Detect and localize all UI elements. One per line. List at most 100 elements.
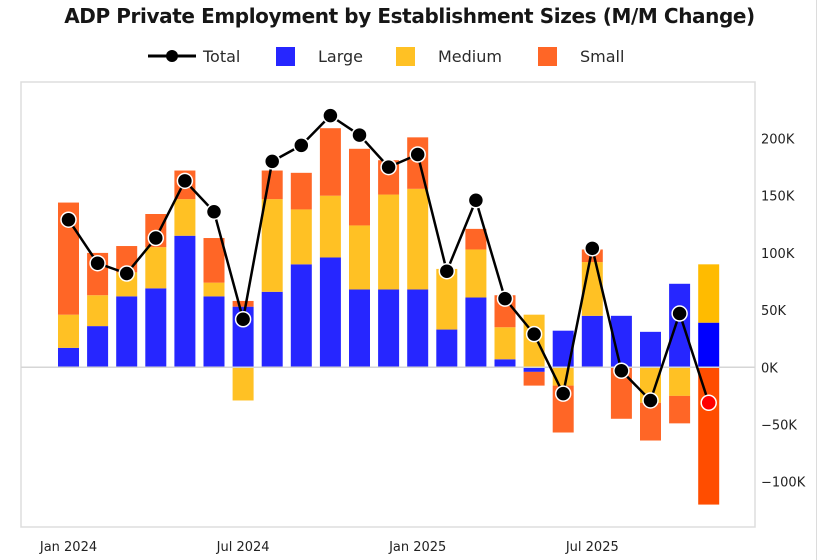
bar-small-sep-2024[interactable]: [290, 172, 312, 210]
bar-medium-jun-2024[interactable]: [203, 282, 225, 297]
legend-item-large[interactable]: Large: [276, 44, 363, 68]
bar-large-apr-2025[interactable]: [494, 359, 516, 368]
line-marker-icon: [148, 50, 196, 62]
bar-large-may-2025[interactable]: [523, 367, 545, 372]
legend-label-medium: Medium: [438, 46, 502, 66]
bar-large-feb-2024[interactable]: [87, 326, 109, 368]
total-point-feb-2024[interactable]: [89, 254, 106, 272]
total-point-oct-2025[interactable]: [671, 305, 688, 322]
chart-title: ADP Private Employment by Establishment …: [64, 4, 755, 28]
total-point-may-2025[interactable]: [525, 325, 543, 343]
bar-medium-sep-2024[interactable]: [290, 209, 312, 265]
bar-medium-feb-2024[interactable]: [87, 295, 109, 327]
bar-large-apr-2024[interactable]: [145, 288, 167, 368]
bar-large-nov-2025[interactable]: [698, 322, 720, 368]
bar-small-nov-2024[interactable]: [349, 148, 370, 226]
bar-large-aug-2025[interactable]: [610, 315, 632, 368]
bar-large-oct-2025[interactable]: [669, 283, 691, 368]
total-point-dec-2024[interactable]: [380, 158, 397, 176]
total-point-aug-2024[interactable]: [263, 153, 281, 170]
bar-medium-feb-2025[interactable]: [436, 268, 458, 330]
bar-small-jan-2024[interactable]: [58, 202, 79, 315]
total-point-apr-2025[interactable]: [496, 290, 514, 307]
total-point-sep-2024[interactable]: [293, 137, 310, 154]
bar-medium-oct-2024[interactable]: [319, 195, 341, 258]
total-point-jul-2025[interactable]: [584, 240, 601, 257]
total-point-jun-2024[interactable]: [205, 203, 223, 220]
total-point-jan-2025[interactable]: [409, 146, 426, 163]
large-swatch-icon: [276, 46, 295, 66]
bar-large-dec-2024[interactable]: [378, 289, 400, 368]
bar-small-mar-2025[interactable]: [465, 228, 487, 250]
bar-medium-mar-2025[interactable]: [465, 249, 487, 298]
bar-medium-apr-2024[interactable]: [145, 247, 167, 289]
bar-small-nov-2025[interactable]: [698, 367, 720, 505]
bar-small-aug-2025[interactable]: [610, 367, 632, 419]
total-point-mar-2025[interactable]: [467, 192, 485, 209]
bar-medium-aug-2024[interactable]: [261, 199, 283, 292]
total-point-nov-2025[interactable]: [700, 394, 717, 412]
x-tick-label: Jul 2024: [216, 540, 270, 555]
bar-large-jun-2025[interactable]: [552, 330, 574, 368]
legend-item-total[interactable]: Total: [147, 44, 240, 68]
bar-medium-jul-2024[interactable]: [232, 367, 254, 401]
x-tick-label: Jan 2025: [388, 540, 446, 555]
bar-medium-dec-2024[interactable]: [378, 194, 400, 290]
image-border: [816, 0, 817, 560]
total-line-layer: [60, 107, 717, 412]
x-tick-label: Jan 2024: [39, 540, 97, 555]
total-point-may-2024[interactable]: [176, 172, 194, 190]
bar-large-oct-2024[interactable]: [319, 257, 341, 368]
bar-medium-nov-2025[interactable]: [698, 264, 720, 323]
x-axis: Jan 2024 Jul 2024 Jan 2025 Jul 2025: [39, 540, 619, 555]
legend-item-small[interactable]: Small: [538, 44, 624, 68]
y-tick-label: 50K: [761, 304, 787, 319]
bar-large-feb-2025[interactable]: [436, 329, 458, 368]
total-point-sep-2025[interactable]: [642, 392, 659, 409]
bar-medium-apr-2025[interactable]: [494, 327, 516, 360]
bar-medium-may-2024[interactable]: [174, 199, 196, 236]
bar-small-oct-2024[interactable]: [319, 128, 341, 196]
bar-medium-oct-2025[interactable]: [669, 367, 691, 396]
bar-large-mar-2025[interactable]: [465, 297, 487, 368]
bar-large-sep-2024[interactable]: [290, 264, 312, 368]
legend-item-medium[interactable]: Medium: [396, 44, 502, 68]
total-point-jan-2024[interactable]: [60, 211, 77, 228]
bar-large-jul-2025[interactable]: [581, 315, 603, 368]
total-point-jun-2025[interactable]: [554, 385, 572, 402]
bar-small-jun-2024[interactable]: [203, 238, 225, 283]
total-point-jul-2024[interactable]: [234, 311, 252, 328]
bar-small-may-2025[interactable]: [523, 371, 545, 386]
total-point-oct-2024[interactable]: [322, 107, 339, 124]
total-point-nov-2024[interactable]: [351, 126, 368, 144]
bar-large-may-2024[interactable]: [174, 235, 196, 368]
bar-medium-jan-2025[interactable]: [407, 188, 429, 290]
bar-small-sep-2025[interactable]: [640, 402, 661, 441]
bar-small-oct-2025[interactable]: [669, 395, 691, 424]
bar-small-jul-2024[interactable]: [232, 300, 254, 307]
bar-large-sep-2025[interactable]: [640, 331, 661, 368]
bar-large-jan-2025[interactable]: [407, 289, 429, 368]
bar-large-nov-2024[interactable]: [349, 289, 370, 368]
bar-large-jun-2024[interactable]: [203, 296, 225, 368]
bar-large-aug-2024[interactable]: [261, 291, 283, 368]
bar-large-mar-2024[interactable]: [116, 296, 138, 368]
total-point-feb-2025[interactable]: [438, 262, 456, 280]
y-tick-label: 0K: [761, 361, 778, 376]
y-tick-label: −50K: [761, 419, 797, 434]
bars-layer: [58, 128, 720, 505]
y-axis: −100K −50K 0K 50K 100K 150K 200K: [761, 133, 806, 491]
bar-medium-nov-2024[interactable]: [349, 225, 370, 290]
bar-medium-jan-2024[interactable]: [58, 314, 79, 348]
bar-large-jan-2024[interactable]: [58, 347, 79, 368]
y-tick-label: 150K: [761, 190, 795, 205]
y-tick-label: 200K: [761, 133, 795, 148]
total-point-apr-2024[interactable]: [147, 229, 165, 247]
total-point-mar-2024[interactable]: [118, 265, 135, 282]
y-tick-label: −100K: [761, 476, 806, 491]
legend-label-total: Total: [203, 46, 241, 66]
total-point-aug-2025[interactable]: [613, 362, 630, 379]
legend-label-small: Small: [580, 46, 625, 66]
x-tick-label: Jul 2025: [565, 540, 619, 555]
